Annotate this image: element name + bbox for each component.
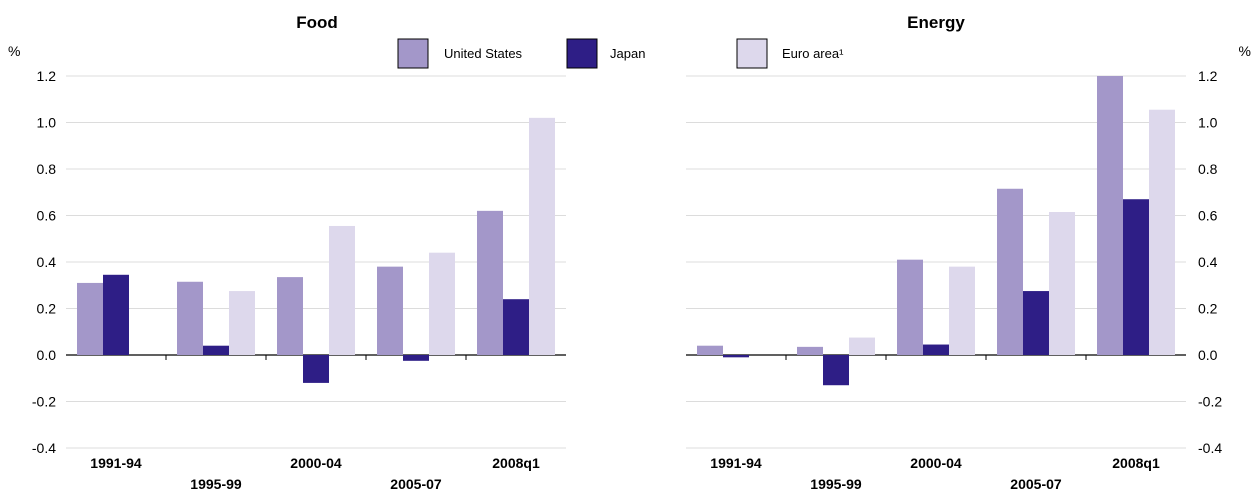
- energy-y-tick-label: 0.8: [1198, 161, 1218, 177]
- food-x-category-label: 2000-04: [290, 455, 342, 471]
- food-bar-united-states-1991-94: [77, 282, 103, 355]
- food-bar-united-states-2005-07: [377, 266, 403, 355]
- food-bar-united-states-1995-99: [177, 281, 203, 355]
- food-bar-euro-area-1995-99: [229, 291, 255, 355]
- energy-y-tick-label: 0.4: [1198, 254, 1218, 270]
- food-bar-united-states-2008q1: [477, 210, 503, 355]
- food-y-tick-label: 0.2: [37, 301, 57, 317]
- legend-label-japan: Japan: [610, 46, 645, 61]
- food-bar-euro-area-2008q1: [529, 117, 555, 355]
- energy-x-category-label: 2000-04: [910, 455, 962, 471]
- energy-y-tick-label: 0.0: [1198, 347, 1218, 363]
- energy-bar-united-states-2005-07: [997, 188, 1023, 355]
- energy-bar-euro-area-2008q1: [1149, 109, 1175, 356]
- energy-bar-united-states-2000-04: [897, 259, 923, 355]
- energy-panel: Energy% -0.4 -0.2 0.0 0.2 0.4 0.6 0.8 1.0 1.2 1991…: [686, 13, 1251, 492]
- energy-bar-euro-area-2005-07: [1049, 212, 1075, 355]
- food-y-tick-label: 0.6: [37, 208, 57, 224]
- energy-x-category-label: 2008q1: [1112, 455, 1160, 471]
- food-x-category-label: 2005-07: [390, 476, 442, 492]
- legend: United States Japan Euro area¹: [397, 38, 844, 69]
- food-y-unit-label: %: [8, 43, 20, 59]
- food-chart-title: Food: [296, 13, 338, 32]
- energy-bar-japan-2008q1: [1123, 199, 1149, 355]
- energy-y-tick-label: -0.4: [1198, 440, 1222, 456]
- energy-x-category-label: 2005-07: [1010, 476, 1062, 492]
- food-y-tick-label: 1.0: [37, 115, 57, 131]
- food-bar-japan-2000-04: [303, 355, 329, 383]
- food-bar-japan-2005-07: [403, 355, 429, 361]
- food-bar-japan-1995-99: [203, 345, 229, 355]
- food-x-category-label: 2008q1: [492, 455, 540, 471]
- energy-bar-united-states-1995-99: [797, 346, 823, 355]
- legend-label-euro-area: Euro area¹: [782, 46, 844, 61]
- energy-bar-japan-2000-04: [923, 344, 949, 355]
- energy-y-tick-label: -0.2: [1198, 394, 1222, 410]
- energy-bar-euro-area-2000-04: [949, 266, 975, 355]
- food-bar-japan-2008q1: [503, 299, 529, 355]
- energy-bar-united-states-2008q1: [1097, 76, 1123, 355]
- food-y-tick-label: 1.2: [37, 68, 57, 84]
- energy-bar-united-states-1991-94: [697, 345, 723, 355]
- energy-bar-euro-area-1995-99: [849, 337, 875, 355]
- food-bar-united-states-2000-04: [277, 277, 303, 355]
- food-x-category-label: 1991-94: [90, 455, 142, 471]
- food-y-tick-label: -0.2: [32, 394, 56, 410]
- energy-y-tick-label: 0.6: [1198, 208, 1218, 224]
- energy-y-tick-label: 0.2: [1198, 301, 1218, 317]
- food-bar-euro-area-2000-04: [329, 225, 355, 355]
- food-y-tick-label: 0.8: [37, 161, 57, 177]
- energy-bar-japan-2005-07: [1023, 291, 1049, 355]
- energy-bar-japan-1991-94: [723, 355, 749, 358]
- food-y-tick-label: -0.4: [32, 440, 56, 456]
- energy-x-category-label: 1991-94: [710, 455, 762, 471]
- energy-bar-japan-1995-99: [823, 355, 849, 386]
- legend-swatch-united-states: [397, 38, 429, 69]
- energy-y-unit-label: %: [1239, 43, 1251, 59]
- legend-label-united-states: United States: [444, 46, 523, 61]
- food-bar-euro-area-2005-07: [429, 252, 455, 355]
- energy-y-tick-label: 1.0: [1198, 115, 1218, 131]
- energy-y-tick-label: 1.2: [1198, 68, 1218, 84]
- food-y-tick-label: 0.4: [37, 254, 57, 270]
- energy-x-category-label: 1995-99: [810, 476, 862, 492]
- food-x-category-label: 1995-99: [190, 476, 242, 492]
- food-y-tick-label: 0.0: [37, 347, 57, 363]
- legend-swatch-japan: [566, 38, 598, 69]
- energy-chart-title: Energy: [907, 13, 965, 32]
- food-panel: Food% -0.4 -0.2 0.0 0.2 0.4 0.6 0.8 1.0 1.2 1991-9…: [8, 13, 566, 492]
- food-bar-japan-1991-94: [103, 274, 129, 355]
- legend-swatch-euro-area: [736, 38, 768, 69]
